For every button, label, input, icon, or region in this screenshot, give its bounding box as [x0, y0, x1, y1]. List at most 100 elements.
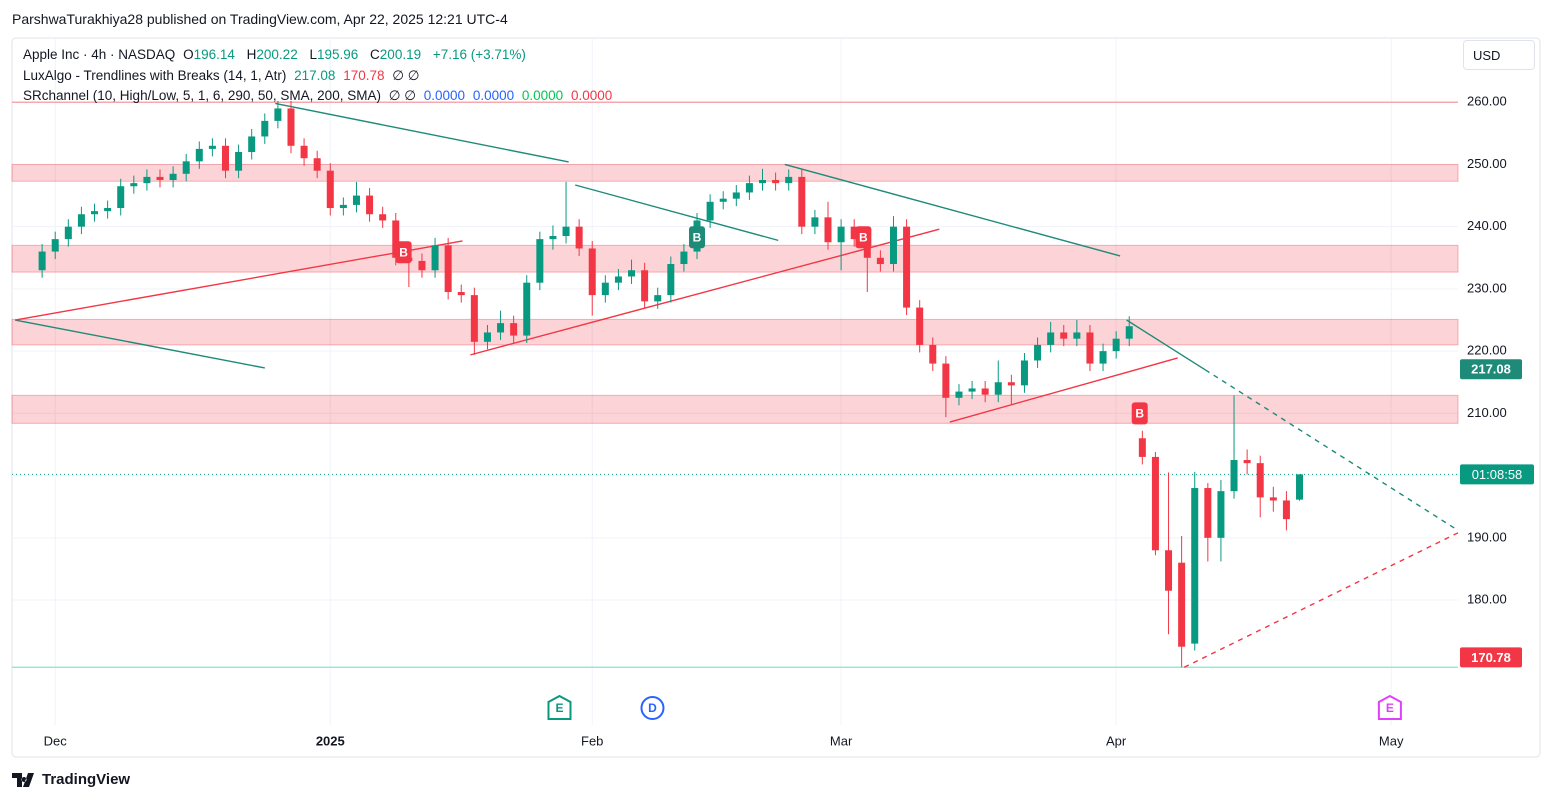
indicator-value: 0.0000 — [423, 88, 466, 103]
trendline — [1183, 532, 1459, 668]
candle-body — [1047, 332, 1055, 345]
candle-body — [1099, 351, 1107, 364]
key: C — [370, 47, 380, 62]
symbol: Apple Inc · 4h · NASDAQ — [23, 47, 176, 62]
x-tick-label: Apr — [1106, 733, 1127, 748]
candle-body — [1256, 463, 1264, 498]
y-tick-label: 210.00 — [1467, 405, 1507, 420]
candle-body — [798, 176, 806, 227]
legend-row: Apple Inc · 4h · NASDAQ O196.14 H200.22 … — [23, 45, 616, 66]
candle-body — [745, 183, 753, 193]
candle-body — [536, 239, 544, 283]
candle-body — [195, 148, 203, 162]
legend-row: SRchannel (10, High/Low, 5, 1, 6, 290, 5… — [23, 86, 616, 107]
break-marker-label: B — [399, 245, 408, 259]
indicator-value: 0.0000 — [570, 88, 613, 103]
sr-zone — [11, 163, 1459, 182]
candle-body — [641, 270, 649, 302]
break-marker-label: B — [693, 230, 702, 244]
y-tick-label: 230.00 — [1467, 280, 1507, 295]
candle-body — [64, 226, 72, 240]
ohlc-field: L195.96 — [309, 47, 362, 62]
candle-body — [274, 108, 282, 121]
candle-body — [994, 382, 1002, 395]
value: 200.22 — [256, 47, 298, 62]
break-marker — [395, 241, 412, 264]
candle-body — [575, 226, 583, 249]
candle-body — [628, 270, 636, 277]
candle-body — [903, 226, 911, 308]
break-marker-label: B — [1135, 407, 1144, 421]
sr-zone — [11, 244, 1459, 273]
candle-body — [418, 260, 426, 271]
legend-row: LuxAlgo - Trendlines with Breaks (14, 1,… — [23, 66, 616, 87]
break-marker-label: B — [859, 230, 868, 244]
indicator-value: 170.78 — [343, 67, 385, 83]
indicator-name: LuxAlgo - Trendlines with Breaks (14, 1,… — [23, 67, 287, 83]
candle-body — [1151, 456, 1159, 551]
candle-body — [680, 251, 688, 265]
trendline — [1126, 319, 1206, 371]
candle-body — [156, 176, 164, 181]
event-icon — [640, 696, 665, 720]
chart-frame — [11, 37, 1541, 758]
candle-body — [785, 176, 793, 184]
candle-body — [1178, 562, 1186, 647]
trendline — [15, 319, 265, 369]
candle-body — [483, 332, 491, 342]
candle-body — [850, 226, 858, 240]
candle-body — [379, 214, 387, 221]
candle-body — [588, 248, 596, 296]
candle-body — [772, 180, 780, 184]
value: 195.96 — [316, 47, 359, 62]
candle-body — [549, 236, 557, 240]
key: L — [309, 47, 317, 62]
candle-body — [889, 226, 897, 265]
candle-body — [1125, 326, 1133, 339]
event-label: E — [1386, 701, 1394, 715]
candle-body — [208, 145, 216, 149]
candle-body — [38, 251, 46, 271]
candle-body — [248, 136, 256, 153]
price-badge — [1460, 647, 1522, 668]
trendline — [784, 163, 1121, 257]
currency-button[interactable]: USD — [1463, 40, 1535, 70]
candle-body — [1165, 550, 1173, 591]
y-tick-label: 220.00 — [1467, 343, 1507, 358]
candle-body — [470, 295, 478, 342]
candle-body — [497, 323, 505, 333]
ohlc-field: C200.19 — [370, 47, 425, 62]
legend: Apple Inc · 4h · NASDAQ O196.14 H200.22 … — [23, 45, 616, 107]
trendline — [275, 102, 569, 163]
candle-body — [981, 388, 989, 395]
ohlc-field: H200.22 — [247, 47, 302, 62]
y-tick-label: 250.00 — [1467, 156, 1507, 171]
brand: TradingView — [12, 771, 130, 788]
candle-body — [1112, 338, 1120, 352]
candle-body — [77, 214, 85, 227]
x-tick-label: Mar — [830, 733, 853, 748]
indicator-value: 0.0000 — [521, 88, 564, 103]
event-label: D — [648, 701, 657, 715]
candle-body — [392, 220, 400, 258]
candle-body — [614, 276, 622, 283]
candle-body — [1073, 332, 1081, 339]
candle-body — [1007, 382, 1015, 386]
indicator-na: ∅ ∅ — [392, 67, 420, 83]
candle-body — [706, 201, 714, 221]
candle-body — [510, 323, 518, 336]
x-tick-label: May — [1379, 733, 1404, 748]
candle-body — [1217, 491, 1225, 538]
candle-body — [326, 170, 334, 209]
trendline — [470, 228, 940, 356]
event-icon — [1377, 694, 1402, 720]
candle-body — [1034, 344, 1042, 361]
change: +7.16 (+3.71%) — [432, 47, 526, 62]
candle-body — [51, 239, 59, 252]
candle-body — [444, 245, 452, 293]
countdown-label: 01:08:58 — [1472, 467, 1523, 482]
event-label: E — [555, 701, 563, 715]
candle-body — [117, 186, 125, 209]
